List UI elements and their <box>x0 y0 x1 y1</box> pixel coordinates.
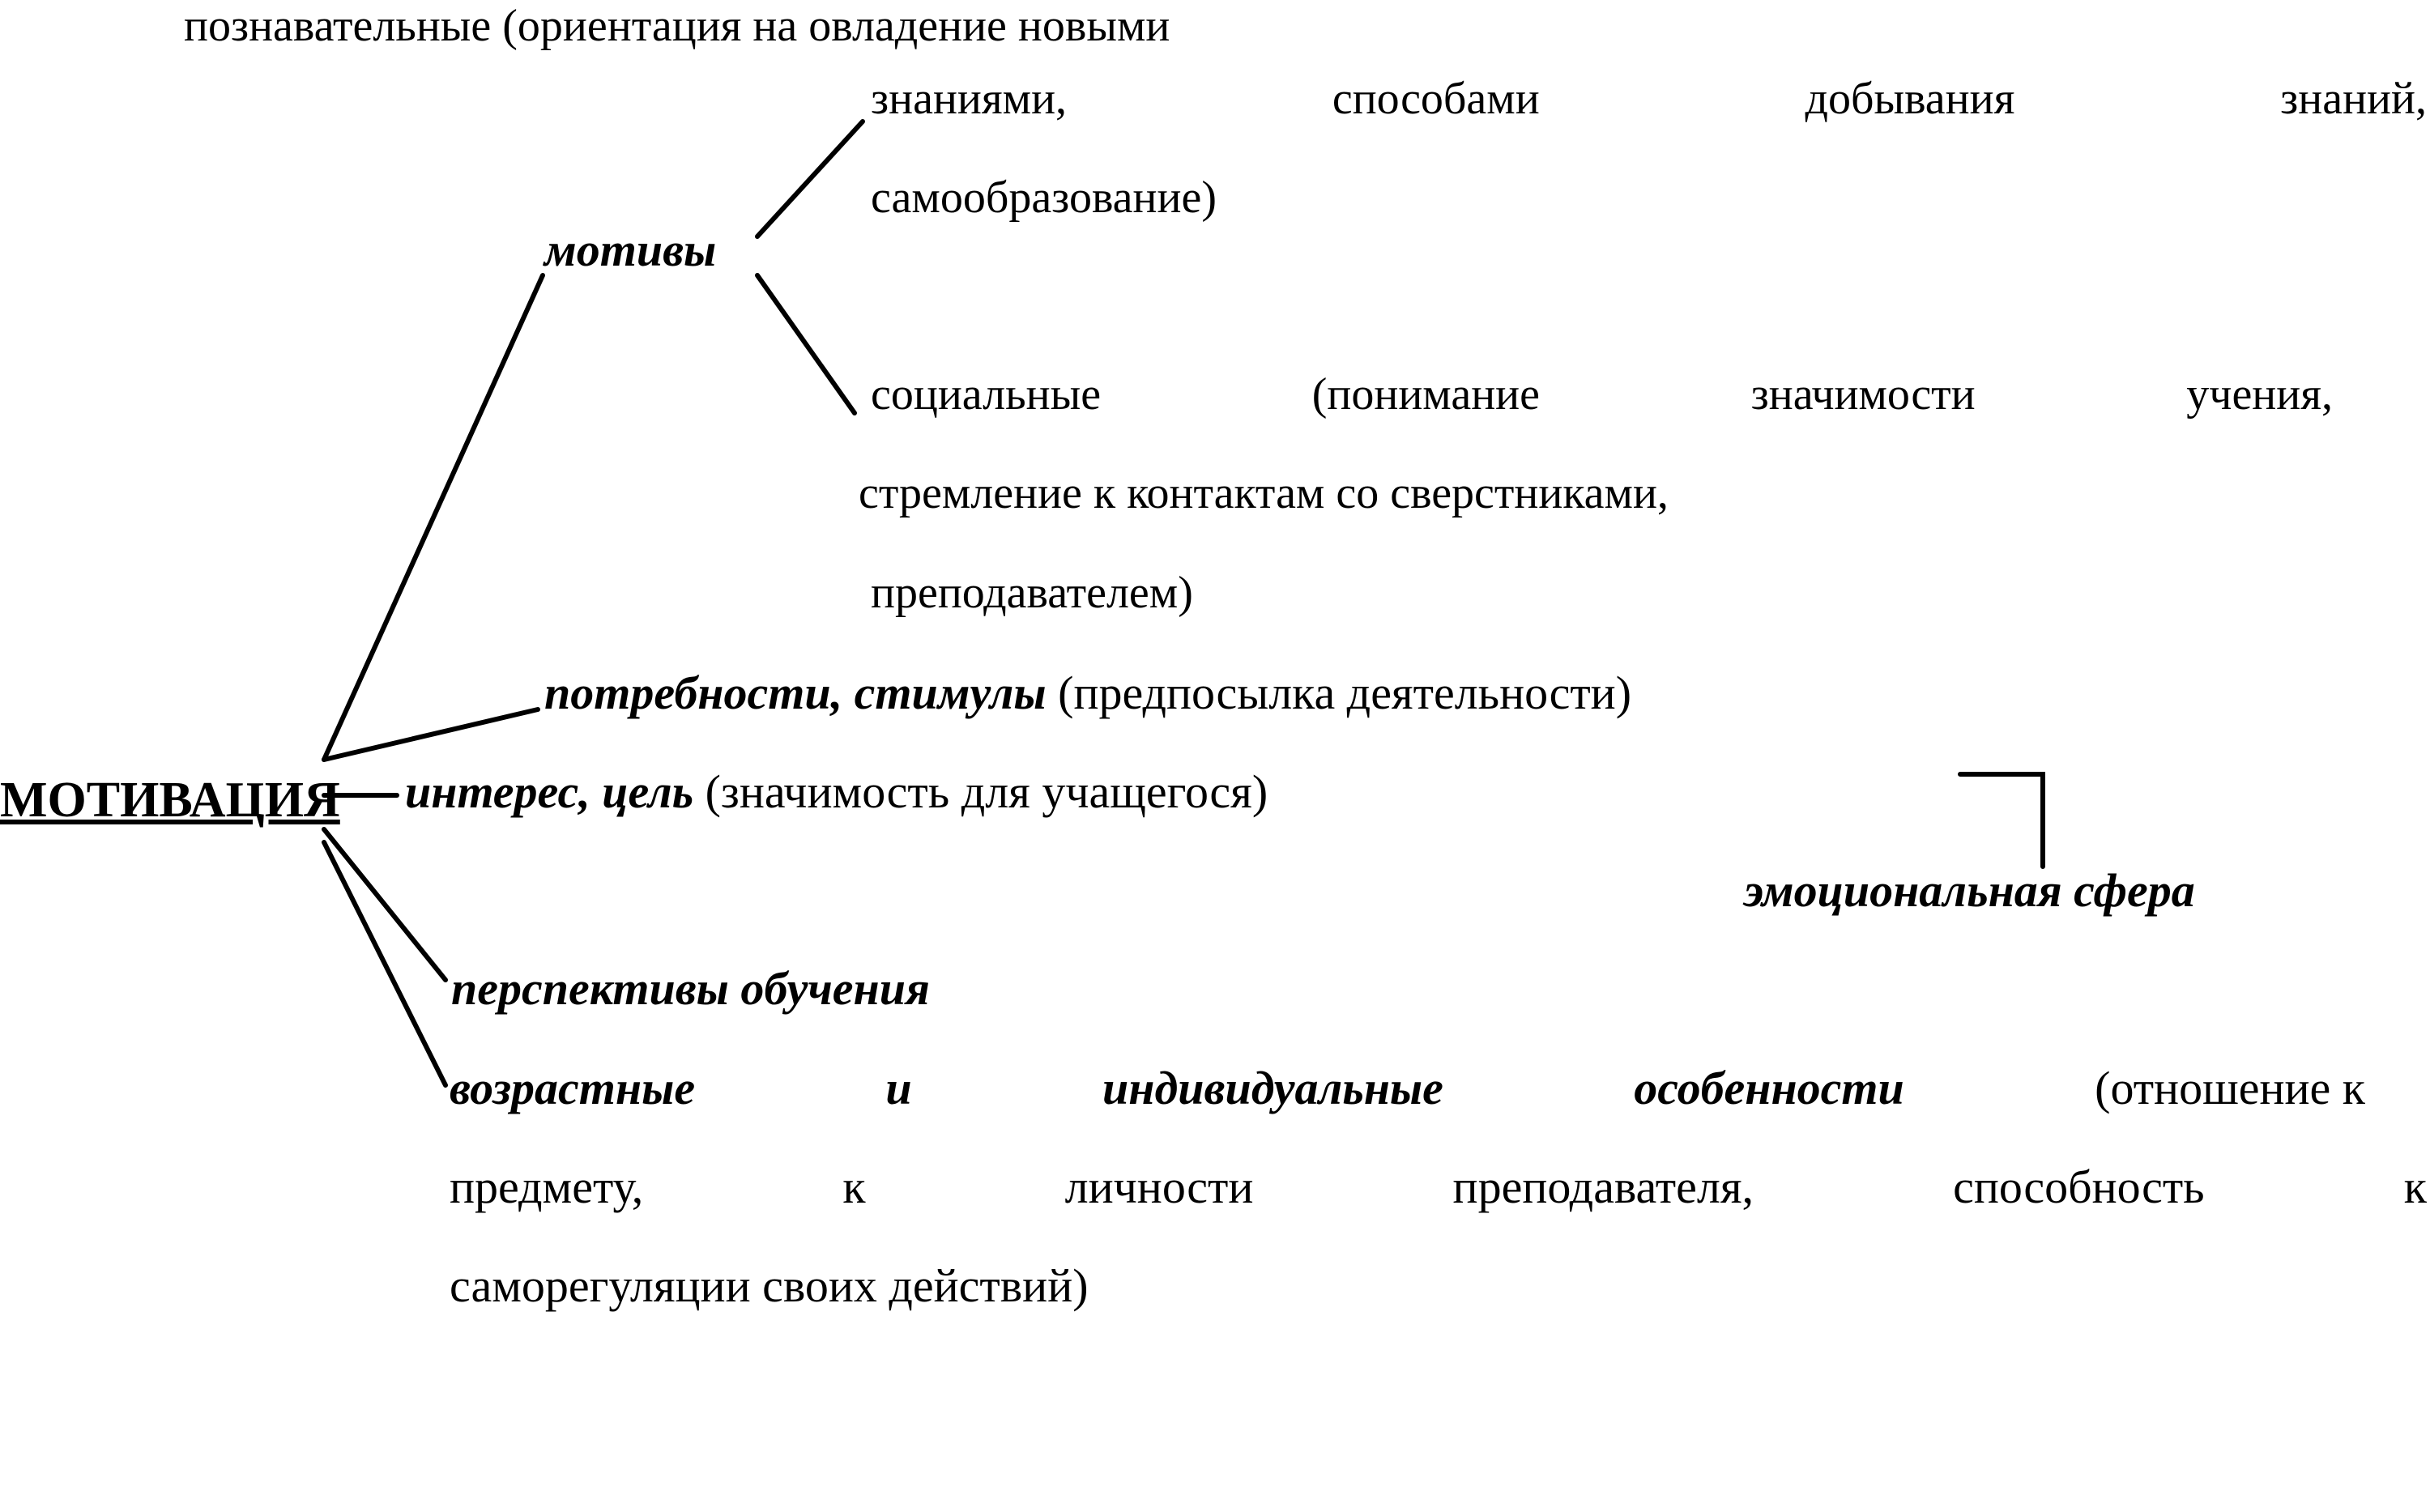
motivy-sub1-line2: самообразование) <box>871 172 1217 224</box>
node-perspektivy: перспективы обучения <box>451 961 930 1016</box>
motivy-sub2-line3: преподавателем) <box>871 567 1193 619</box>
node-emotional-sphere: эмоциональная сфера <box>1744 863 2195 918</box>
potrebnosti-bold: потребности, стимулы <box>544 667 1047 719</box>
node-potrebnosti: потребности, стимулы (предпосылка деятел… <box>544 666 1631 720</box>
node-vozrast-line1: возрастныеииндивидуальныеособенности(отн… <box>450 1061 2365 1115</box>
diagram-canvas: познавательные (ориентация на овладение … <box>0 0 2430 1512</box>
motivy-sub2-line1: социальные(пониманиезначимостиучения, <box>871 368 2333 420</box>
root-motivation: МОТИВАЦИЯ <box>0 772 340 829</box>
motivy-sub2-line2: стремление к контактам со сверстниками, <box>859 467 1669 519</box>
potrebnosti-rest: (предпосылка деятельности) <box>1047 667 1631 719</box>
connector-lines <box>0 0 2430 1512</box>
interes-bold: интерес, цель <box>405 765 693 818</box>
interes-rest: (значимость для учащегося) <box>693 765 1268 818</box>
motivy-sub1-line1: знаниями,способамидобываниязнаний, <box>871 73 2427 125</box>
node-motivy: мотивы <box>544 223 716 277</box>
node-vozrast-line3: саморегуляции своих действий) <box>450 1259 1089 1313</box>
node-interes: интерес, цель (значимость для учащегося) <box>405 765 1268 819</box>
top-cognitive-line: познавательные (ориентация на овладение … <box>184 0 1170 52</box>
node-vozrast-line2: предмету,кличностипреподавателя,способно… <box>450 1160 2427 1214</box>
